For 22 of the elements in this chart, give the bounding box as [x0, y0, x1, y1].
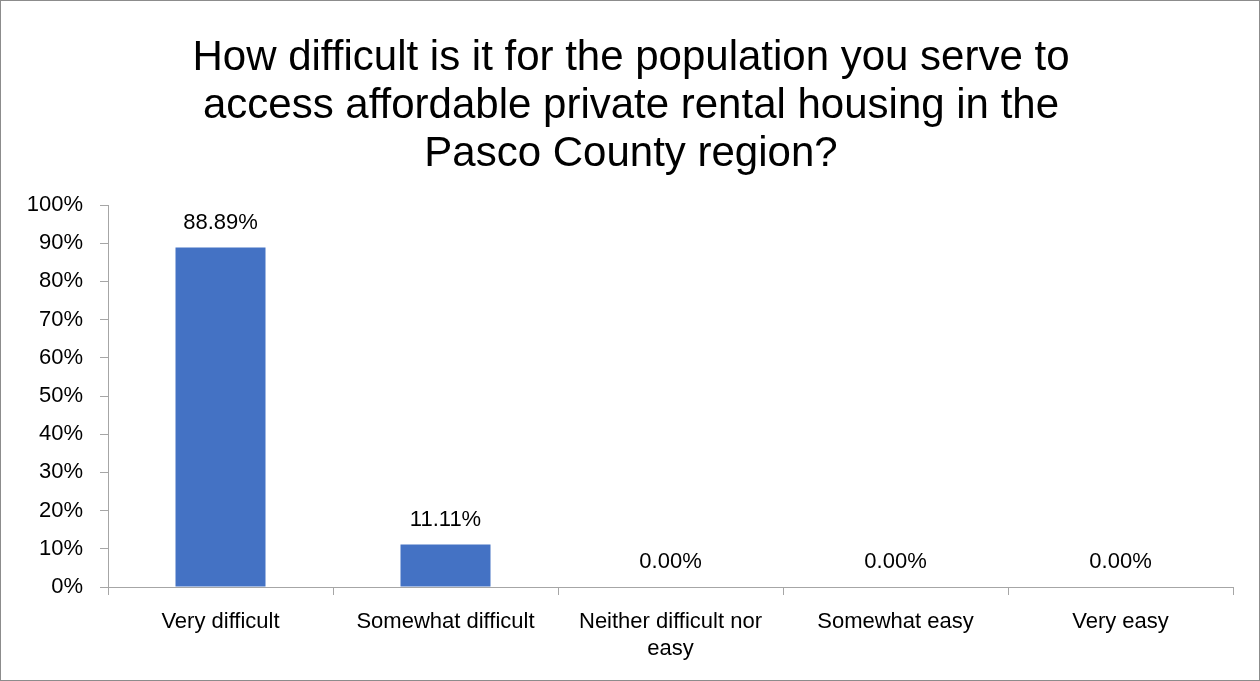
y-tick-label: 60%: [38, 343, 83, 369]
y-tick-label: 30%: [38, 458, 83, 484]
y-tick-label: 50%: [38, 382, 83, 408]
y-tick-label: 0%: [51, 573, 83, 599]
data-label: 0.00%: [864, 548, 927, 574]
y-tick-label: 40%: [38, 420, 83, 446]
y-tick-label: 70%: [38, 305, 83, 331]
x-tick-label: Somewhat difficult: [356, 608, 535, 634]
data-label: 0.00%: [639, 548, 702, 574]
x-tick-label: Very difficult: [161, 608, 280, 634]
chart-title: How difficult is it for the population you serve to access affordable private rental housing in the Pasco County region?: [191, 32, 1071, 176]
y-tick-label: 90%: [38, 229, 83, 255]
x-tick-label: Somewhat easy: [817, 608, 974, 634]
data-label: 11.11%: [409, 505, 482, 531]
y-tick-label: 20%: [38, 496, 83, 522]
y-tick-label: 100%: [26, 191, 83, 217]
data-label: 0.00%: [1089, 548, 1152, 574]
data-label: 88.89%: [183, 208, 258, 234]
y-tick-label: 10%: [38, 534, 83, 560]
x-tick-label: Very easy: [1072, 608, 1169, 634]
y-tick-label: 80%: [38, 267, 83, 293]
x-tick-label: Neither difficult nor easy: [578, 608, 763, 660]
